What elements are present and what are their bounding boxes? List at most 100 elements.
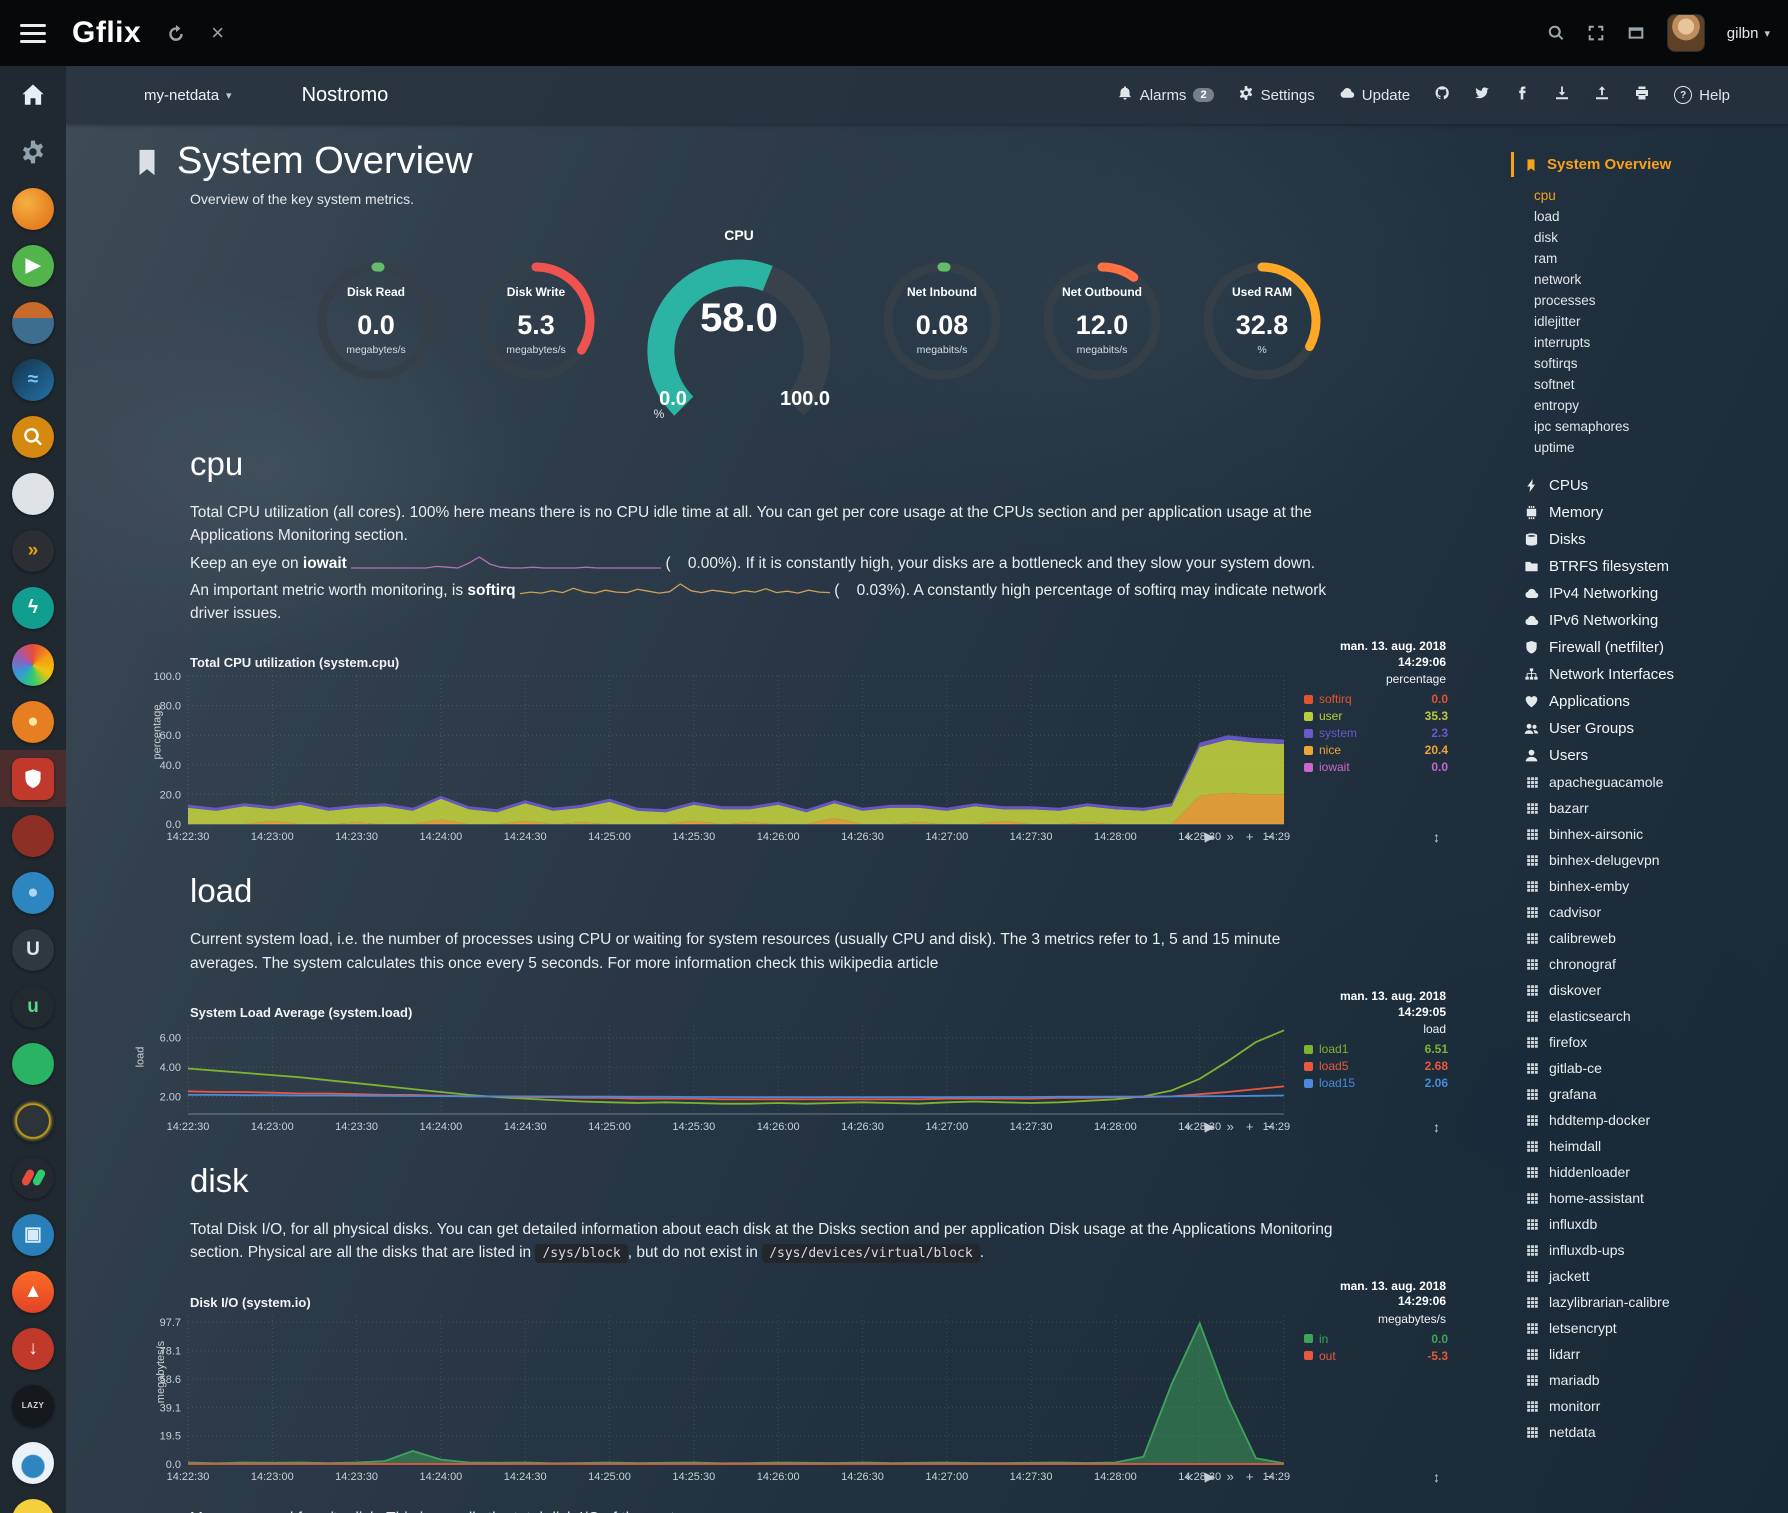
menu-container-netdata[interactable]: netdata (1524, 1419, 1770, 1445)
legend-item-out[interactable]: out -5.3 (1304, 1349, 1448, 1363)
chart-zoom-out-button[interactable]: − (1265, 829, 1273, 845)
close-icon[interactable]: × (211, 20, 225, 45)
search-icon[interactable] (1547, 24, 1565, 42)
legend-item-load1[interactable]: load1 6.51 (1304, 1042, 1448, 1056)
chart-play-button[interactable]: ▶ (1204, 1468, 1215, 1484)
menu-container-binhex-delugevpn[interactable]: binhex-delugevpn (1524, 847, 1770, 873)
menu-container-influxdb-ups[interactable]: influxdb-ups (1524, 1237, 1770, 1263)
menu-section-ipv6-networking[interactable]: IPv6 Networking (1524, 607, 1770, 634)
chart-play-button[interactable]: ▶ (1204, 1119, 1215, 1135)
chart-zoom-in-button[interactable]: + (1245, 829, 1254, 845)
menu-item-idlejitter[interactable]: idlejitter (1534, 314, 1581, 329)
chart-plot[interactable]: 14:22:30 14:23:00 14:23:30 14:24:00 14:24:30… (132, 1310, 1305, 1486)
github-link[interactable] (1434, 85, 1450, 105)
gauge-disk-read[interactable]: Disk Read 0.0 megabytes/s (309, 254, 443, 393)
import-button[interactable] (1594, 85, 1610, 105)
menu-system-overview[interactable]: System Overview (1511, 152, 1770, 177)
gauge-net-outbound[interactable]: Net Outbound 12.0 megabits/s (1035, 254, 1169, 393)
menu-container-calibreweb[interactable]: calibreweb (1524, 925, 1770, 951)
menu-container-lazylibrarian-calibre[interactable]: lazylibrarian-calibre (1524, 1289, 1770, 1315)
gauge-used-ram[interactable]: Used RAM 32.8 % (1195, 254, 1329, 393)
menu-container-heimdall[interactable]: heimdall (1524, 1133, 1770, 1159)
menu-item-cpu[interactable]: cpu (1534, 188, 1556, 203)
avatar[interactable] (1666, 14, 1705, 52)
legend-item-nice[interactable]: nice 20.4 (1304, 743, 1448, 757)
help-button[interactable]: ? Help (1674, 86, 1730, 104)
chart-plot[interactable]: 14:22:30 14:23:00 14:23:30 14:24:00 14:24:30… (132, 670, 1305, 846)
menu-container-diskover[interactable]: diskover (1524, 977, 1770, 1003)
sidebar-tab-netdata[interactable] (0, 750, 66, 807)
menu-item-disk[interactable]: disk (1534, 230, 1559, 245)
sidebar-tab-downloader[interactable]: ↓ (0, 1320, 66, 1377)
legend-item-user[interactable]: user 35.3 (1304, 709, 1448, 723)
menu-item-softirqs[interactable]: softirqs (1534, 356, 1578, 371)
sidebar-tab-light[interactable] (0, 465, 66, 522)
menu-container-grafana[interactable]: grafana (1524, 1081, 1770, 1107)
chart-zoom-out-button[interactable]: − (1265, 1468, 1273, 1484)
sidebar-tab-berries[interactable] (0, 807, 66, 864)
sidebar-tab-blue-app[interactable]: ● (0, 864, 66, 921)
export-button[interactable] (1554, 85, 1570, 105)
menu-item-entropy[interactable]: entropy (1534, 398, 1580, 413)
menu-section-user-groups[interactable]: User Groups (1524, 715, 1770, 742)
fullscreen-icon[interactable] (1587, 24, 1605, 42)
sidebar-tab-sound-bars[interactable]: ≈ (0, 351, 66, 408)
menu-container-bazarr[interactable]: bazarr (1524, 795, 1770, 821)
user-menu[interactable]: gilbn ▾ (1727, 25, 1770, 42)
menu-section-network-interfaces[interactable]: Network Interfaces (1524, 661, 1770, 688)
menu-container-chronograf[interactable]: chronograf (1524, 951, 1770, 977)
menu-item-ram[interactable]: ram (1534, 251, 1558, 266)
update-button[interactable]: Update (1339, 85, 1410, 105)
menu-item-load[interactable]: load (1534, 209, 1560, 224)
menu-item-ipc-semaphores[interactable]: ipc semaphores (1534, 419, 1630, 434)
legend-item-load15[interactable]: load15 2.06 (1304, 1076, 1448, 1090)
menu-section-cpus[interactable]: CPUs (1524, 472, 1770, 499)
gauge-net-inbound[interactable]: Net Inbound 0.08 megabits/s (875, 254, 1009, 393)
menu-section-users[interactable]: Users (1524, 742, 1770, 769)
sidebar-tab-green-u[interactable]: u (0, 978, 66, 1035)
tabs-icon[interactable] (1627, 24, 1645, 42)
sidebar-home[interactable] (0, 66, 66, 123)
app-title[interactable]: Gflix (72, 16, 142, 49)
menu-section-firewall-netfilter-[interactable]: Firewall (netfilter) (1524, 634, 1770, 661)
host-dropdown[interactable]: my-netdata ▾ (144, 87, 232, 104)
chart-resize-handle[interactable]: ↕ (1433, 1119, 1440, 1136)
menu-section-disks[interactable]: Disks (1524, 526, 1770, 553)
sidebar-tab-lazylibrarian[interactable]: LAZY (0, 1377, 66, 1434)
menu-item-uptime[interactable]: uptime (1534, 440, 1575, 455)
menu-container-hddtemp-docker[interactable]: hddtemp-docker (1524, 1107, 1770, 1133)
sidebar-tab-unifi[interactable]: U (0, 921, 66, 978)
menu-section-applications[interactable]: Applications (1524, 688, 1770, 715)
menu-container-monitorr[interactable]: monitorr (1524, 1393, 1770, 1419)
sidebar-tab-crate[interactable] (0, 294, 66, 351)
menu-container-binhex-emby[interactable]: binhex-emby (1524, 873, 1770, 899)
sidebar-tab-search-app[interactable] (0, 408, 66, 465)
refresh-icon[interactable] (167, 24, 185, 42)
sidebar-tab-gitlab[interactable]: ▲ (0, 1263, 66, 1320)
menu-item-network[interactable]: network (1534, 272, 1582, 287)
chart-rewind-button[interactable]: « (1185, 829, 1193, 845)
menu-item-softnet[interactable]: softnet (1534, 377, 1575, 392)
menu-item-processes[interactable]: processes (1534, 293, 1596, 308)
menu-container-cadvisor[interactable]: cadvisor (1524, 899, 1770, 925)
gauge-disk-write[interactable]: Disk Write 5.3 megabytes/s (469, 254, 603, 393)
sidebar-tab-pills[interactable] (0, 1149, 66, 1206)
menu-container-binhex-airsonic[interactable]: binhex-airsonic (1524, 821, 1770, 847)
facebook-link[interactable] (1514, 85, 1530, 105)
softirq-sparkline[interactable] (519, 581, 830, 596)
legend-item-system[interactable]: system 2.3 (1304, 726, 1448, 740)
chart-resize-handle[interactable]: ↕ (1433, 829, 1440, 846)
sidebar-tab-green-solid[interactable] (0, 1035, 66, 1092)
chart-forward-button[interactable]: » (1226, 829, 1234, 845)
legend-item-iowait[interactable]: iowait 0.0 (1304, 760, 1448, 774)
legend-item-softirq[interactable]: softirq 0.0 (1304, 692, 1448, 706)
chart-forward-button[interactable]: » (1226, 1119, 1234, 1135)
legend-item-in[interactable]: in 0.0 (1304, 1332, 1448, 1346)
menu-section-memory[interactable]: Memory (1524, 499, 1770, 526)
chart-rewind-button[interactable]: « (1185, 1119, 1193, 1135)
gauge-cpu[interactable]: CPU 58.0 0.0 100.0 % (629, 227, 849, 419)
menu-item-interrupts[interactable]: interrupts (1534, 335, 1591, 350)
chart-play-button[interactable]: ▶ (1204, 829, 1215, 845)
sidebar-tab-dark-ring[interactable] (0, 1092, 66, 1149)
print-button[interactable] (1634, 85, 1650, 105)
